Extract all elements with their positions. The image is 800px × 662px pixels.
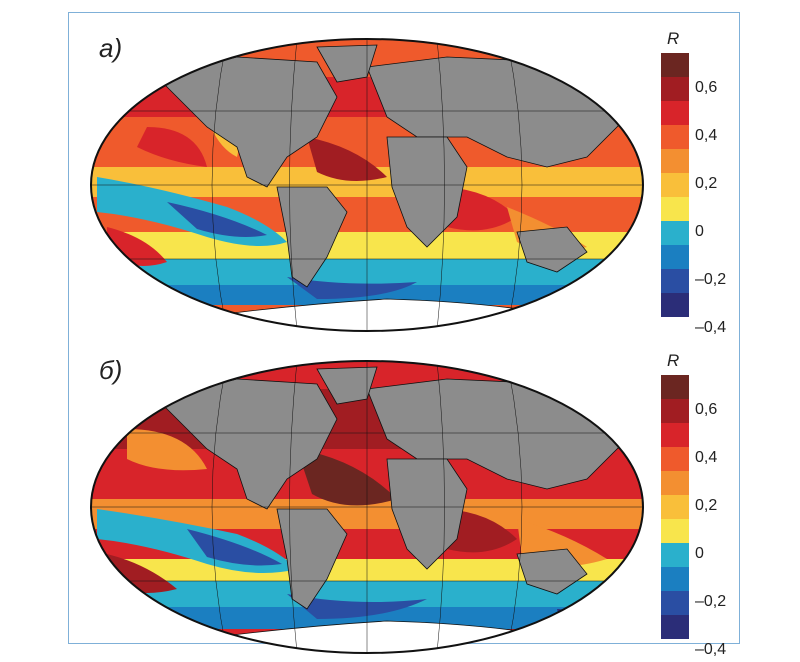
panel-a-label: а) [99,33,123,63]
colorbar-swatch [661,591,689,615]
north-america [156,378,338,510]
southern-cold-a [287,277,417,299]
colorbar-b-title: R [667,351,680,370]
colorbar-swatch [661,173,689,197]
colorbar-a: R 0,6 0,4 0,2 0 –0,2 –0,4 [661,29,726,336]
colorbar-tick-label: –0,4 [695,641,727,658]
colorbar-tick-label: 0,2 [695,175,718,192]
southern-cold-b [287,594,427,619]
colorbar-tick-label: –0,2 [695,271,727,288]
north-pacific-orange [127,429,207,471]
africa [386,136,468,248]
southern-darkest-b [557,609,627,629]
colorbar-tick-label: 0 [695,545,704,562]
colorbar-swatch [661,293,689,317]
panel-b-label: б) [99,355,123,385]
colorbar-b: R 0,6 0,4 0,2 0 –0,2 –0,4 [661,351,726,658]
colorbar-tick-label: 0,2 [695,497,718,514]
colorbar-swatch [661,221,689,245]
australia [516,548,588,595]
australia [516,226,588,273]
colorbar-swatch [661,125,689,149]
colorbar-swatch [661,197,689,221]
colorbar-swatch [661,149,689,173]
south-america [276,186,348,288]
atlantic-warm [297,449,397,506]
colorbar-tick-label: 0,6 [695,79,718,96]
colorbar-a-title: R [667,29,680,48]
colorbar-swatch [661,77,689,101]
colorbar-swatch [661,423,689,447]
pacific-cold-core [167,202,267,237]
colorbar-tick-label: –0,2 [695,593,727,610]
colorbar-tick-label: 0 [695,223,704,240]
colorbar-swatch [661,495,689,519]
world-map-a [90,38,644,332]
north-america [156,56,338,188]
panel-b: б) [69,335,741,658]
pacific-cold-core [187,529,282,566]
map-outline-b [90,360,644,654]
colorbar-swatch [661,269,689,293]
colorbar-swatch [661,615,689,639]
colorbar-tick-label: 0,4 [695,449,718,466]
colorbar-swatch [661,447,689,471]
colorbar-swatch [661,101,689,125]
colorbar-tick-label: –0,4 [695,319,727,336]
africa [386,458,468,570]
north-pacific-red [137,127,207,167]
colorbar-tick-label: 0,6 [695,401,718,418]
colorbar-swatch [661,245,689,269]
map-outline-a [90,38,644,332]
colorbar-tick-label: 0,4 [695,127,718,144]
colorbar-swatch [661,567,689,591]
colorbar-swatch [661,519,689,543]
figure-frame: а) [68,12,741,658]
panel-a: а) [69,13,741,336]
colorbar-swatch [661,543,689,567]
south-america [276,508,348,610]
colorbar-swatch [661,471,689,495]
world-map-b [90,360,644,654]
graticule [91,39,643,331]
colorbar-swatch [661,53,689,77]
colorbar-swatch [661,399,689,423]
graticule [91,361,643,653]
colorbar-swatch [661,375,689,399]
